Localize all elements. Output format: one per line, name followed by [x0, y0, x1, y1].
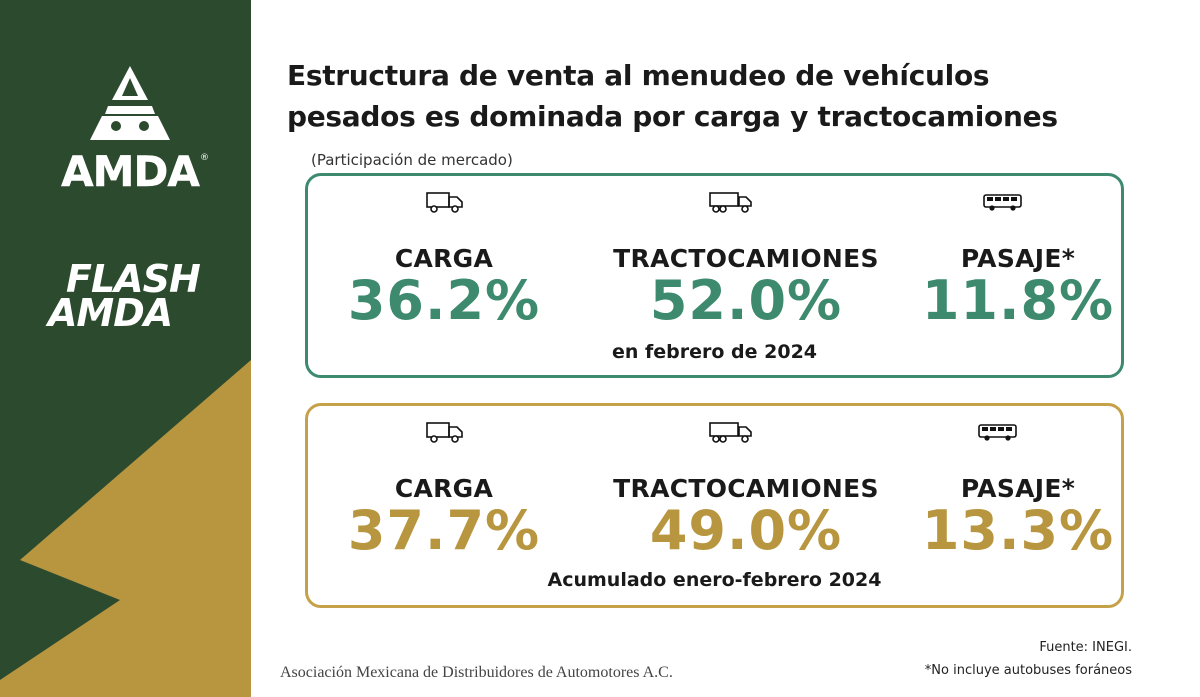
stat-value: 49.0%	[649, 499, 843, 562]
logo-text: AMDA	[61, 147, 200, 197]
flash-line1: FLASH	[66, 257, 201, 301]
mountain-icon	[90, 66, 170, 140]
stat-value: 37.7%	[347, 499, 541, 562]
truck-icon	[426, 420, 464, 449]
bus-icon	[983, 190, 1023, 219]
stat-label: CARGA	[394, 474, 494, 503]
stat-value: 11.8%	[921, 269, 1115, 332]
lightning-bolt-graphic	[0, 360, 251, 697]
bus-icon	[978, 420, 1018, 449]
tractor-trailer-icon	[709, 190, 753, 219]
card-period: en febrero de 2024	[611, 341, 818, 363]
stat-label: PASAJE*	[960, 244, 1076, 273]
page-title: Estructura de venta al menudeo de vehícu…	[287, 59, 1058, 133]
amda-logo: AMDA ®	[56, 64, 209, 196]
stat-label: TRACTOCAMIONES	[613, 244, 879, 273]
page-subtitle: (Participación de mercado)	[311, 151, 513, 169]
stat-label: CARGA	[394, 244, 494, 273]
source-note: Fuente: INEGI.	[1039, 640, 1132, 655]
stat-value: 13.3%	[921, 499, 1115, 562]
flash-line2: AMDA	[48, 291, 173, 335]
tractor-trailer-icon	[709, 420, 753, 449]
stat-value: 52.0%	[649, 269, 843, 332]
card-accumulated: CARGA 37.7% TRACTOCAMIONES 49.0% PASAJE*…	[305, 403, 1124, 608]
card-february: CARGA 36.2% TRACTOCAMIONES 52.0% PASAJE*…	[305, 173, 1124, 378]
registered-icon: ®	[200, 153, 209, 163]
footer-notes: Fuente: INEGI. *No incluye autobuses for…	[925, 636, 1132, 682]
stat-label: TRACTOCAMIONES	[613, 474, 879, 503]
stat-value: 36.2%	[347, 269, 541, 332]
flash-amda-logo: FLASH AMDA	[48, 257, 208, 335]
stat-label: PASAJE*	[960, 474, 1076, 503]
exclusion-note: *No incluye autobuses foráneos	[924, 663, 1132, 678]
card-period: Acumulado enero-febrero 2024	[547, 569, 882, 591]
truck-icon	[426, 190, 464, 219]
organization-name: Asociación Mexicana de Distribuidores de…	[280, 664, 673, 681]
brand-panel: AMDA ® FLASH AMDA	[0, 0, 251, 697]
